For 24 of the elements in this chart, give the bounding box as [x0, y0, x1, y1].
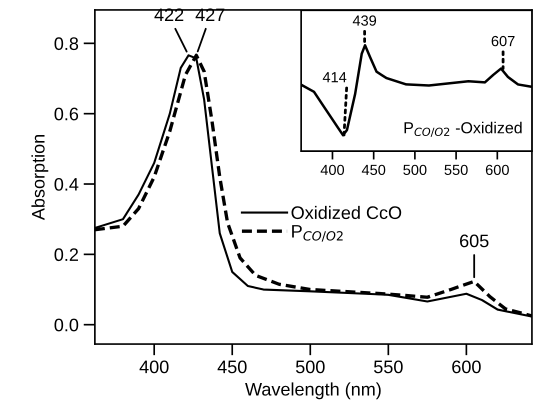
y-axis-title: Absorption — [31, 134, 48, 220]
y-tick-label: 0.8 — [54, 37, 78, 50]
x-tick-label: 600 — [452, 360, 481, 374]
x-tick-label: 450 — [218, 360, 247, 374]
annotation: 414 — [322, 72, 346, 82]
annotation: 607 — [492, 36, 515, 46]
x-tick-label: 550 — [374, 360, 403, 374]
x-tick-label: 500 — [403, 164, 426, 176]
x-axis-title: Wavelength (nm) — [245, 382, 381, 400]
legend-label: P$_{CO/O2}$ — [292, 225, 343, 242]
legend-label: Oxidized CcO — [292, 206, 402, 220]
y-tick-label: 0.4 — [54, 178, 78, 191]
x-tick-label: 600 — [486, 164, 509, 176]
x-tick-label: 400 — [320, 164, 344, 176]
annotation: P$_{CO/O2}$ -Oxidized — [404, 122, 522, 137]
x-tick-label: 550 — [444, 164, 468, 176]
annotation: 605 — [460, 234, 488, 248]
y-tick-label: 0.2 — [54, 248, 78, 262]
x-tick-label: 400 — [140, 360, 169, 374]
y-tick-label: 0.6 — [54, 108, 78, 120]
x-tick-label: 500 — [296, 360, 325, 374]
y-tick-label: 0.0 — [54, 318, 78, 332]
x-tick-label: 450 — [362, 164, 386, 176]
annotation: 439 — [352, 15, 376, 26]
